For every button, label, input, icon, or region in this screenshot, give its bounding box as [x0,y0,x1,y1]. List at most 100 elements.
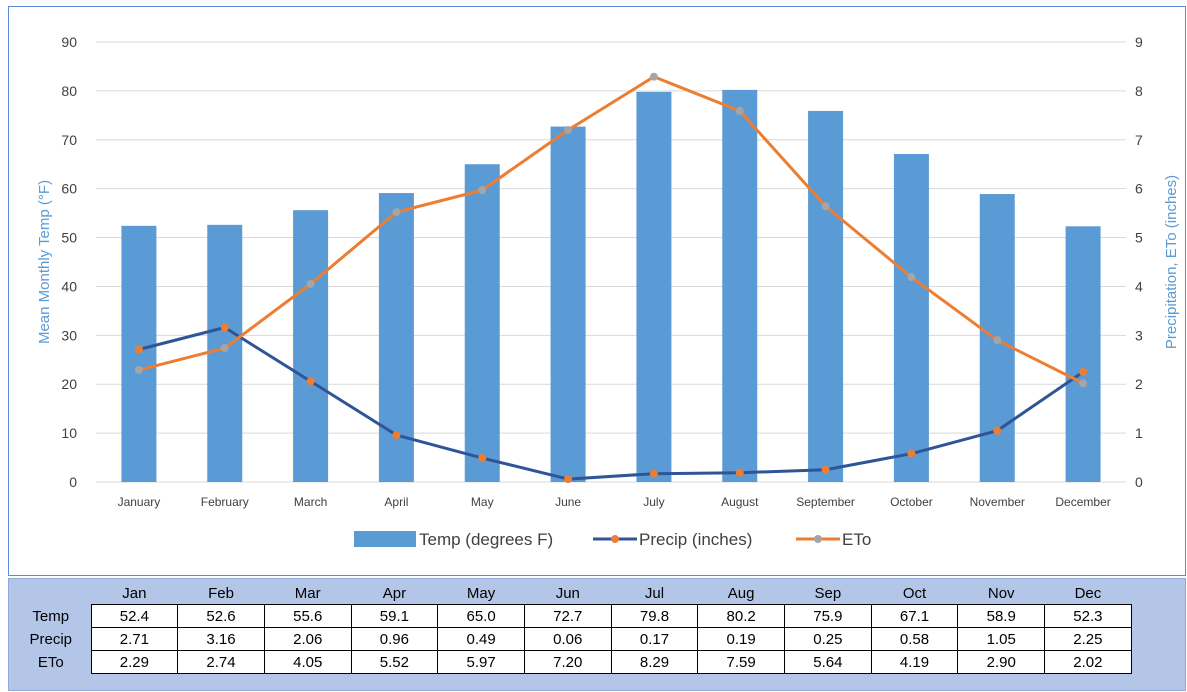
x-tick-label: November [970,495,1025,509]
table-cell: 1.05 [957,627,1046,651]
table-cell: 0.06 [523,627,612,651]
bar [893,153,929,482]
table-month-header: Feb [208,584,234,602]
x-tick-label: January [118,495,161,509]
data-point [649,72,658,81]
series-line [137,75,1085,385]
table-row: Precip 2.71 3.16 2.06 0.96 0.49 0.06 0.17 0.19 0.… [11,627,1132,651]
y-tick-label: 90 [61,34,77,50]
table-month-header: Nov [987,584,1015,602]
bar [722,89,758,483]
data-point [134,366,143,375]
data-point [392,431,401,440]
bar [121,225,157,483]
y-tick-label: 0 [69,474,77,490]
table-cell: 75.9 [784,604,872,628]
table-month-header: May [466,584,496,602]
table-cell: 7.20 [523,650,612,674]
x-tick-label: October [890,495,933,509]
data-point [478,186,487,195]
data-point [220,323,229,332]
data-point [821,465,830,474]
legend-marker [611,535,619,543]
bar [808,110,844,482]
table-cell: 5.52 [350,650,439,674]
data-point [735,106,744,115]
y-tick-label: 40 [61,278,77,294]
table-cell: 59.1 [350,604,439,628]
y2-tick-label: 0 [1135,474,1143,490]
data-table-panel: Jan Feb Mar Apr May Jun Jul Aug Sep Oct Nov Dec Tem… [8,578,1186,691]
y2-axis-title: Precipitation, ETo (inches) [1163,175,1180,349]
data-point [220,344,229,353]
table-cell: 8.29 [610,650,699,674]
table-header-row: Jan Feb Mar Apr May Jun Jul Aug Sep Oct Nov Dec [11,582,1131,605]
table-month-header: Sep [814,584,842,602]
table-cell: 5.64 [784,650,872,674]
y2-tick-label: 5 [1135,230,1143,246]
x-tick-label: December [1055,495,1110,509]
data-point [821,202,830,211]
table-row: Temp 52.4 52.6 55.6 59.1 65.0 72.7 79.8 80.2 75.9… [11,604,1132,628]
x-tick-label: May [471,495,494,509]
y2-tick-label: 1 [1135,425,1143,441]
y-tick-label: 70 [61,132,77,148]
table-cell: 2.71 [90,627,179,651]
y-axis-title: Mean Monthly Temp (°F) [36,180,53,344]
data-point [306,377,315,386]
table-cell: 2.90 [957,650,1046,674]
data-point [564,475,573,484]
table-cell: 7.59 [697,650,785,674]
table-cell: 4.05 [263,650,352,674]
y-tick-label: 20 [61,376,77,392]
table-cell: 58.9 [957,604,1046,628]
combo-chart: 0 10 20 30 40 50 60 70 80 90 0 1 2 3 4 5 6 7 8 9 Mean Monthl… [36,34,1180,549]
table-cell: 5.97 [437,650,525,674]
legend-label: Temp (degrees F) [419,530,553,549]
y2-tick-label: 9 [1135,34,1143,50]
table-row: ETo 2.29 2.74 4.05 5.52 5.97 7.20 8.29 7.59 5.64 4… [11,650,1132,674]
table-month-header: Jun [555,584,580,602]
data-point [1079,379,1088,388]
table-month-header: Aug [727,584,755,602]
data-point [134,345,143,354]
data-point [306,280,315,288]
bar [464,164,500,482]
table-month-header: Jan [122,584,147,602]
data-point [993,426,1002,435]
table-cell: 52.4 [90,604,179,628]
y2-tick-label: 6 [1135,181,1143,197]
table-cell: 0.58 [870,627,959,651]
data-point [1079,368,1088,376]
table-cell: 80.2 [697,604,785,628]
table-corner [11,582,91,605]
table-row-label: Precip [11,627,91,651]
y2-tick-label: 4 [1135,278,1143,294]
x-tick-label: April [384,495,408,509]
data-point [907,273,916,282]
table-cell: 72.7 [523,604,612,628]
table-month-header: Jul [644,584,665,602]
y2-tick-label: 3 [1135,327,1143,343]
y-tick-label: 10 [61,425,77,441]
y-tick-label: 30 [61,327,77,343]
table-row-label: ETo [11,650,91,674]
table-month-header: Apr [382,584,407,602]
table-cell: 3.16 [177,627,265,651]
table-cell: 2.06 [263,627,352,651]
table-cell: 2.02 [1044,650,1132,674]
table-cell: 0.17 [610,627,699,651]
data-point [564,126,573,134]
table-cell: 65.0 [437,604,525,628]
x-tick-label: March [294,495,327,509]
x-tick-label: September [796,495,855,509]
table-cell: 67.1 [870,604,959,628]
data-point [478,454,487,463]
table-cell: 0.25 [784,627,872,651]
bar [207,224,243,482]
table-cell: 2.29 [90,650,179,674]
data-table: Jan Feb Mar Apr May Jun Jul Aug Sep Oct Nov Dec Tem… [11,582,1132,674]
y2-tick-label: 8 [1135,83,1143,99]
table-cell: 0.96 [350,627,439,651]
table-cell: 4.19 [870,650,959,674]
